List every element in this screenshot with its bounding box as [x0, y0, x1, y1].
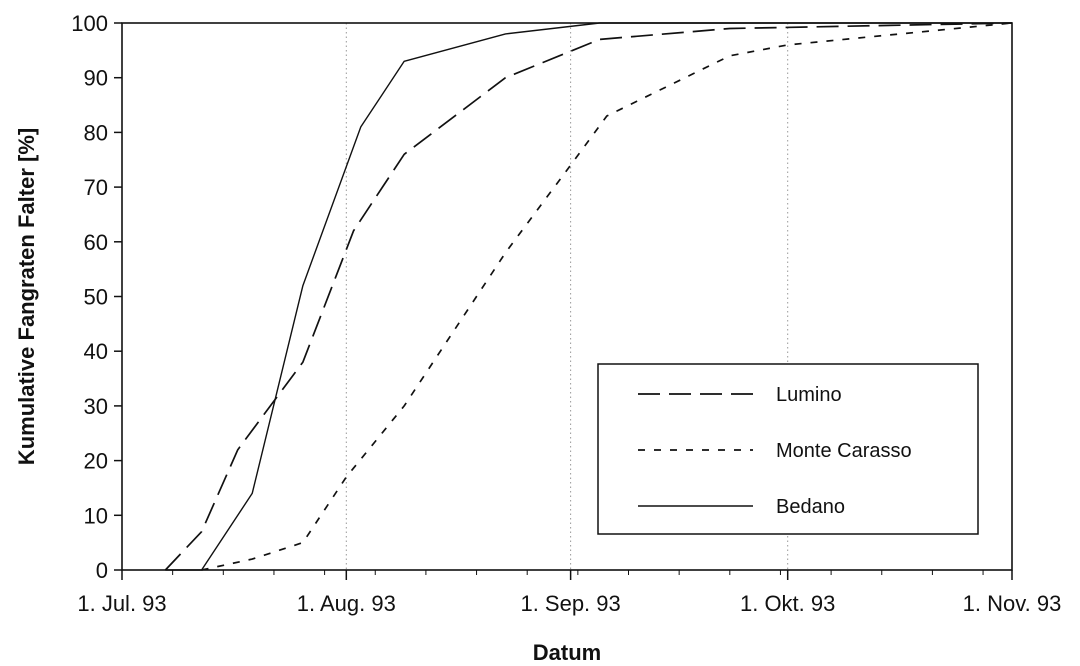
y-tick-label: 60	[84, 230, 108, 255]
x-tick-label: 1. Jul. 93	[77, 591, 166, 616]
series-line-monte-carasso	[201, 22, 1013, 571]
x-tick-label: 1. Aug. 93	[297, 591, 396, 616]
y-tick-label: 20	[84, 449, 108, 474]
x-tick-label: 1. Nov. 93	[963, 591, 1062, 616]
y-tick-label: 70	[84, 175, 108, 200]
legend: Lumino Monte Carasso Bedano	[597, 363, 979, 535]
x-tick-label: 1. Sep. 93	[520, 591, 620, 616]
series-lines	[164, 22, 1013, 571]
legend-label: Lumino	[776, 384, 842, 406]
series-line-bedano	[165, 22, 1012, 571]
y-tick-label: 90	[84, 66, 108, 91]
x-tick-label: 1. Okt. 93	[740, 591, 835, 616]
legend-label: Monte Carasso	[776, 440, 912, 462]
legend-label: Bedano	[776, 496, 845, 518]
x-axis-title: Datum	[533, 640, 601, 665]
y-tick-label: 100	[71, 11, 108, 36]
axes: 1. Jul. 93 1. Aug. 93 1. Sep. 93 1. Okt. 93…	[71, 11, 1061, 616]
y-tick-label: 10	[84, 503, 108, 528]
y-tick-label: 30	[84, 394, 108, 419]
y-tick-label: 80	[84, 120, 108, 145]
y-axis-title: Kumulative Fangraten Falter [%]	[14, 128, 39, 465]
y-tick-label: 40	[84, 339, 108, 364]
series-line-lumino	[164, 22, 1013, 571]
y-tick-label: 0	[96, 558, 108, 583]
y-tick-label: 50	[84, 285, 108, 310]
